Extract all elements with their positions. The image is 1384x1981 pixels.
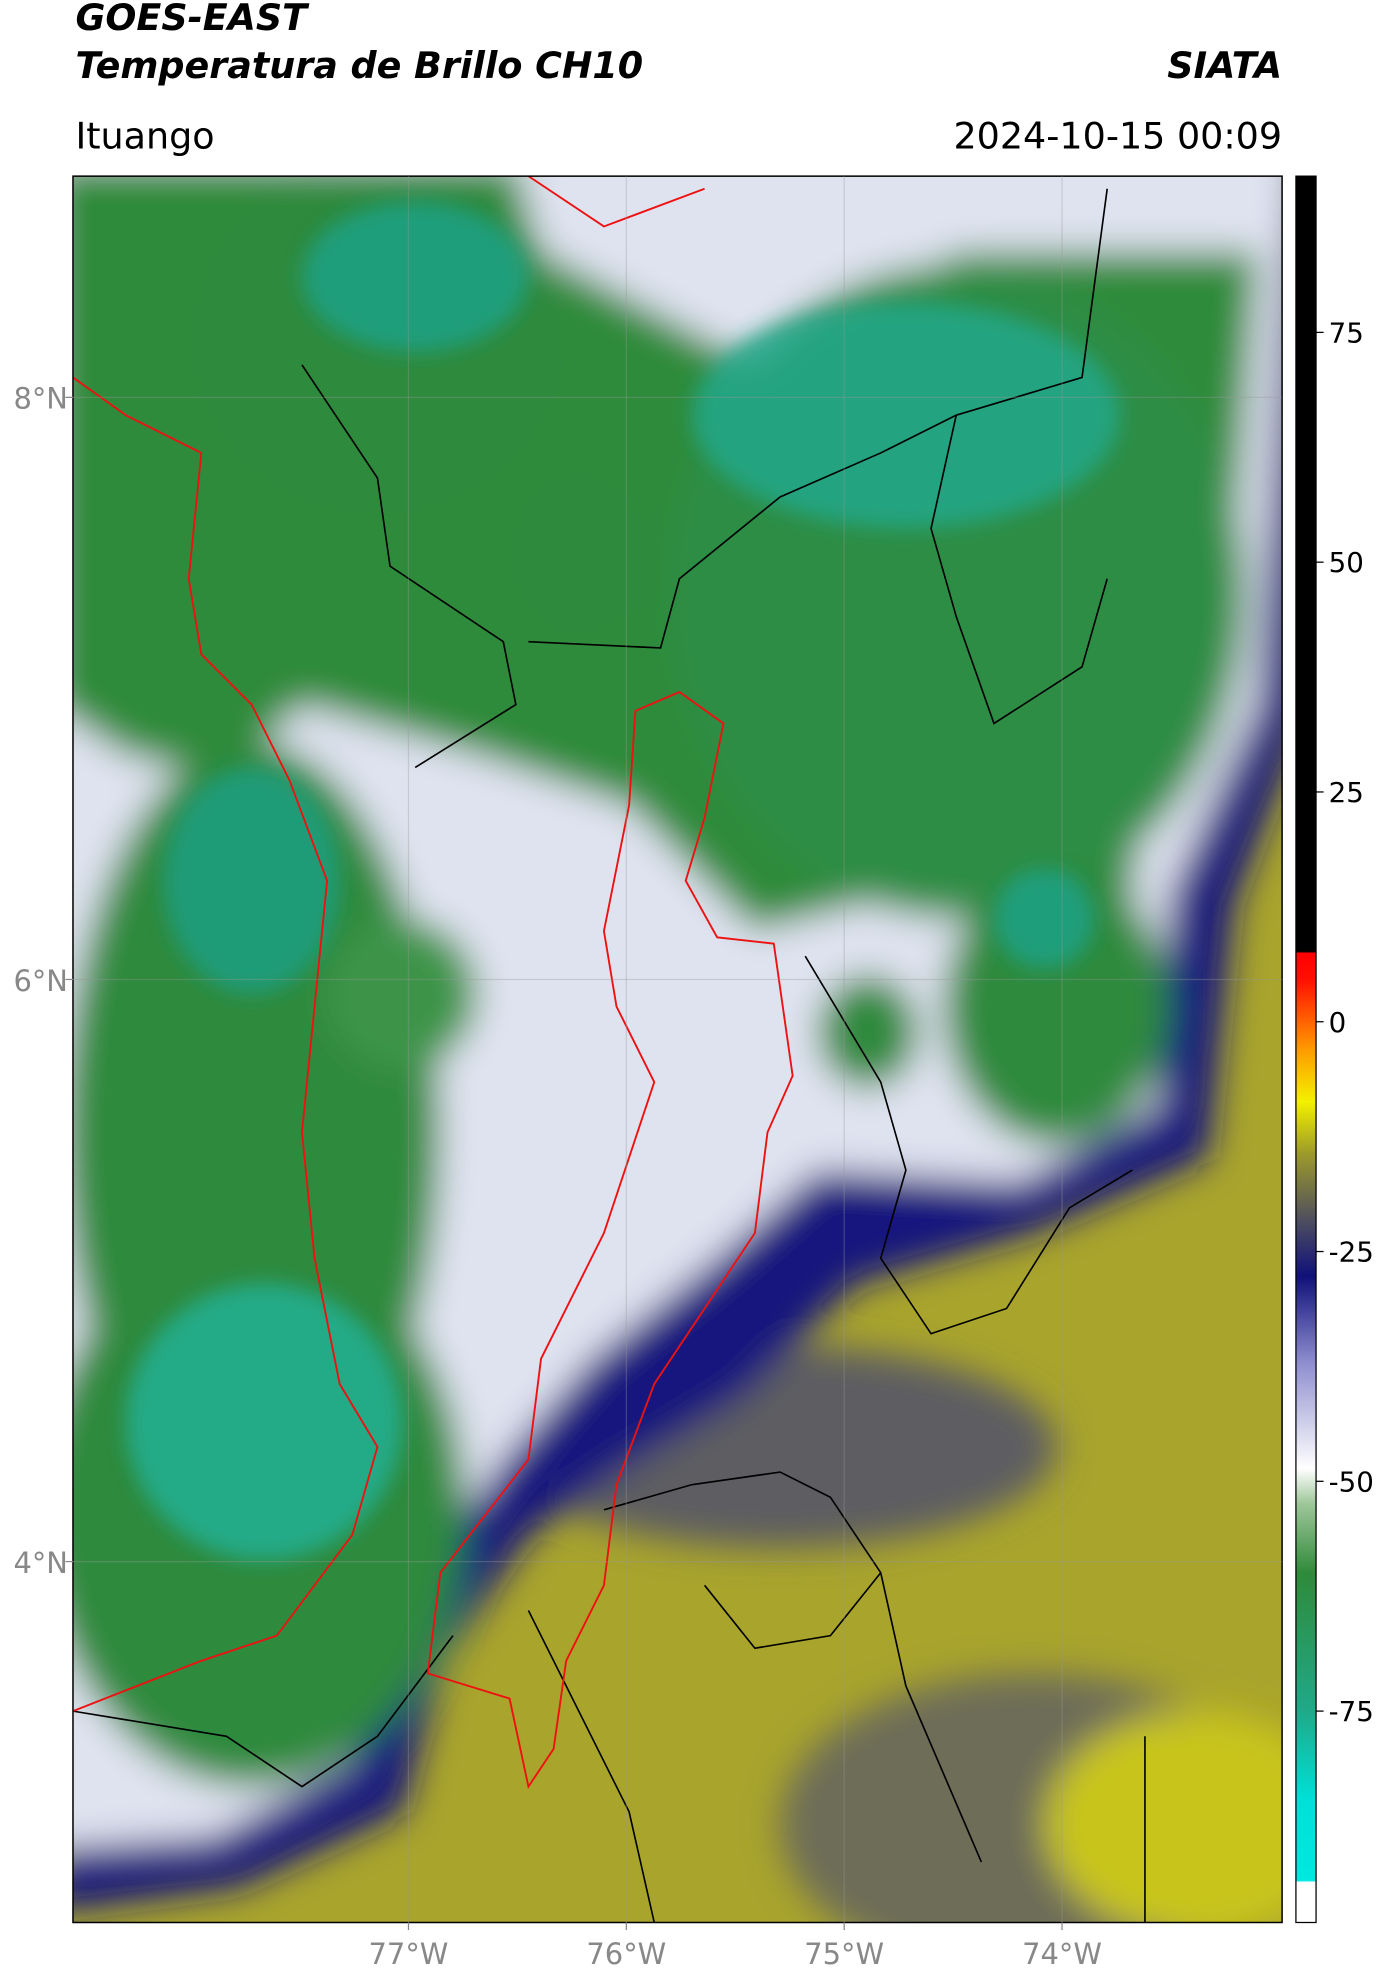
x-tick-label: 77°W [369, 1937, 449, 1971]
x-tick-label: 76°W [586, 1937, 666, 1971]
x-tick-label: 75°W [804, 1937, 884, 1971]
y-tick-label: 8°N [13, 382, 68, 416]
colorbar-tick-label: -50 [1329, 1465, 1374, 1498]
colorbar-tick-label: 25 [1329, 776, 1364, 809]
title-institution: SIATA [1167, 44, 1282, 87]
colorbar-tick-label: -25 [1329, 1236, 1374, 1269]
colorbar-tick-label: 0 [1329, 1006, 1347, 1039]
axis-ticks: 77°W 76°W 75°W 74°W 8°N 6°N 4°N 75 50 25 0 -25 -50 -7… [13, 176, 1374, 1971]
x-tick-label: 74°W [1022, 1937, 1102, 1971]
colorbar [1295, 175, 1317, 1924]
colorbar-tick-label: 75 [1329, 316, 1364, 349]
satellite-image [72, 176, 1283, 1923]
y-tick-label: 4°N [13, 1546, 68, 1580]
title-product: Temperatura de Brillo CH10 [75, 44, 643, 87]
department-borders [72, 176, 794, 1789]
colorbar-tick-label: 50 [1329, 546, 1364, 579]
location: Ituango [75, 114, 214, 157]
y-tick-label: 6°N [13, 964, 68, 998]
map-frame [72, 175, 1283, 1924]
admin-borders [72, 188, 1146, 1923]
timestamp: 2024-10-15 00:09 [953, 114, 1282, 157]
title-satellite: GOES-EAST [75, 0, 310, 39]
colorbar-tick-label: -75 [1329, 1695, 1374, 1728]
